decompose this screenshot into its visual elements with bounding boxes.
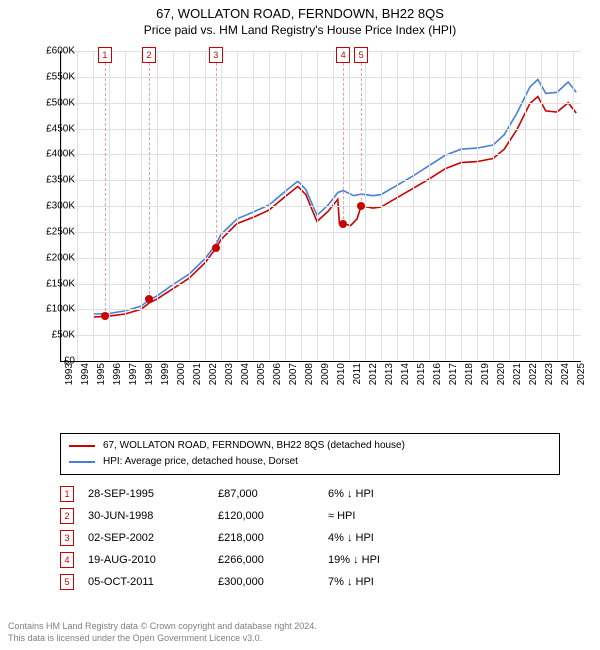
x-axis-label: 1995 (96, 363, 107, 385)
chart-title: 67, WOLLATON ROAD, FERNDOWN, BH22 8QS (0, 0, 600, 21)
sale-diff: ≈ HPI (328, 510, 438, 522)
legend-label: HPI: Average price, detached house, Dors… (103, 454, 298, 470)
x-axis-label: 2005 (256, 363, 267, 385)
sale-date: 19-AUG-2010 (88, 554, 218, 566)
legend-label: 67, WOLLATON ROAD, FERNDOWN, BH22 8QS (d… (103, 438, 405, 454)
x-axis-label: 1998 (144, 363, 155, 385)
sale-marker-2: 2 (142, 47, 156, 63)
chart-subtitle: Price paid vs. HM Land Registry's House … (0, 21, 600, 41)
x-axis-label: 2014 (400, 363, 411, 385)
x-axis-label: 2015 (416, 363, 427, 385)
table-row: 2 30-JUN-1998£120,000≈ HPI (60, 505, 560, 527)
table-row: 1 28-SEP-1995£87,0006% ↓ HPI (60, 483, 560, 505)
x-axis-label: 2008 (304, 363, 315, 385)
y-axis-label: £50K (52, 330, 75, 341)
footer-attribution: Contains HM Land Registry data © Crown c… (8, 620, 317, 644)
x-axis-label: 2004 (240, 363, 251, 385)
x-axis-label: 2002 (208, 363, 219, 385)
x-axis-label: 2022 (528, 363, 539, 385)
x-axis-label: 2006 (272, 363, 283, 385)
y-axis-label: £250K (46, 226, 75, 237)
sale-marker-3: 3 (209, 47, 223, 63)
x-axis-label: 2021 (512, 363, 523, 385)
y-axis-label: £350K (46, 175, 75, 186)
y-axis-label: £550K (46, 71, 75, 82)
x-axis-label: 1999 (160, 363, 171, 385)
x-axis-label: 2018 (464, 363, 475, 385)
x-axis-label: 2016 (432, 363, 443, 385)
x-axis-label: 1996 (112, 363, 123, 385)
sale-diff: 7% ↓ HPI (328, 576, 438, 588)
sale-diff: 6% ↓ HPI (328, 488, 438, 500)
x-axis-label: 2007 (288, 363, 299, 385)
sale-index: 4 (60, 552, 74, 568)
y-axis-label: £150K (46, 278, 75, 289)
sale-date: 28-SEP-1995 (88, 488, 218, 500)
legend-swatch (69, 445, 95, 447)
x-axis-label: 2001 (192, 363, 203, 385)
x-axis-label: 2003 (224, 363, 235, 385)
sale-diff: 19% ↓ HPI (328, 554, 438, 566)
chart-container: 67, WOLLATON ROAD, FERNDOWN, BH22 8QS Pr… (0, 0, 600, 650)
plot-area: 12345 (60, 51, 581, 362)
sale-dot-5 (357, 202, 365, 210)
series-hpi (93, 79, 576, 314)
sale-price: £87,000 (218, 488, 328, 500)
sale-date: 30-JUN-1998 (88, 510, 218, 522)
sale-marker-1: 1 (98, 47, 112, 63)
table-row: 4 19-AUG-2010£266,00019% ↓ HPI (60, 549, 560, 571)
footer-line: Contains HM Land Registry data © Crown c… (8, 620, 317, 632)
footer-line: This data is licensed under the Open Gov… (8, 632, 317, 644)
x-axis-label: 2020 (496, 363, 507, 385)
sales-table: 128-SEP-1995£87,0006% ↓ HPI230-JUN-1998£… (60, 483, 560, 593)
sale-index: 2 (60, 508, 74, 524)
x-axis-label: 2000 (176, 363, 187, 385)
y-axis-label: £300K (46, 201, 75, 212)
sale-index: 3 (60, 530, 74, 546)
chart-area: 12345 £0£50K£100K£150K£200K£250K£300K£35… (40, 41, 600, 421)
x-axis-label: 2010 (336, 363, 347, 385)
sale-marker-4: 4 (336, 47, 350, 63)
legend-item-property: 67, WOLLATON ROAD, FERNDOWN, BH22 8QS (d… (69, 438, 551, 454)
y-axis-label: £500K (46, 97, 75, 108)
legend-swatch (69, 461, 95, 463)
x-axis-label: 1993 (64, 363, 75, 385)
y-axis-label: £450K (46, 123, 75, 134)
sale-date: 02-SEP-2002 (88, 532, 218, 544)
x-axis-label: 2011 (352, 363, 363, 385)
sale-marker-5: 5 (354, 47, 368, 63)
x-axis-label: 2019 (480, 363, 491, 385)
x-axis-label: 2012 (368, 363, 379, 385)
sale-date: 05-OCT-2011 (88, 576, 218, 588)
sale-dot-4 (339, 220, 347, 228)
x-axis-label: 2017 (448, 363, 459, 385)
sale-index: 5 (60, 574, 74, 590)
table-row: 3 02-SEP-2002£218,0004% ↓ HPI (60, 527, 560, 549)
sale-dot-2 (145, 295, 153, 303)
sale-index: 1 (60, 486, 74, 502)
y-axis-label: £600K (46, 46, 75, 57)
sale-price: £120,000 (218, 510, 328, 522)
sale-price: £266,000 (218, 554, 328, 566)
sale-dot-1 (101, 312, 109, 320)
x-axis-label: 2013 (384, 363, 395, 385)
table-row: 5 05-OCT-2011£300,0007% ↓ HPI (60, 571, 560, 593)
legend: 67, WOLLATON ROAD, FERNDOWN, BH22 8QS (d… (60, 433, 560, 475)
y-axis-label: £200K (46, 252, 75, 263)
x-axis-label: 2025 (576, 363, 587, 385)
x-axis-label: 2023 (544, 363, 555, 385)
y-axis-label: £400K (46, 149, 75, 160)
sale-diff: 4% ↓ HPI (328, 532, 438, 544)
x-axis-label: 2009 (320, 363, 331, 385)
y-axis-label: £100K (46, 304, 75, 315)
sale-price: £218,000 (218, 532, 328, 544)
x-axis-label: 1994 (80, 363, 91, 385)
sale-price: £300,000 (218, 576, 328, 588)
x-axis-label: 1997 (128, 363, 139, 385)
sale-dot-3 (212, 244, 220, 252)
legend-item-hpi: HPI: Average price, detached house, Dors… (69, 454, 551, 470)
x-axis-label: 2024 (560, 363, 571, 385)
